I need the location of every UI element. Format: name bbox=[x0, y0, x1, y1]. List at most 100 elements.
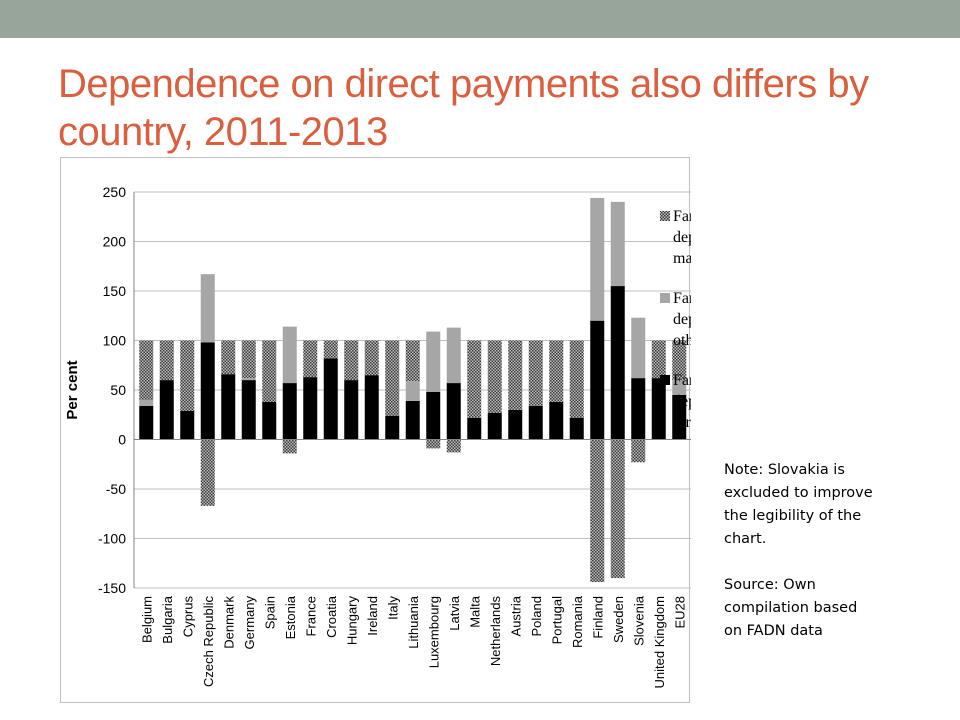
bar-direct-aids bbox=[590, 320, 605, 440]
bar-direct-aids bbox=[569, 417, 584, 440]
x-category-label: Czech Republic bbox=[201, 596, 216, 688]
x-category-label: Austria bbox=[508, 595, 523, 636]
legend-label-line: Farm income bbox=[673, 290, 691, 307]
bar-market-factors bbox=[282, 439, 297, 454]
x-category-label: Portugal bbox=[549, 596, 564, 645]
bar-market-factors bbox=[323, 340, 338, 359]
top-band bbox=[0, 0, 960, 38]
bar-market-factors bbox=[180, 340, 195, 411]
bar-market-factors bbox=[139, 340, 154, 400]
y-axis-title: Per cent bbox=[64, 360, 81, 419]
legend-label-line: depending on bbox=[673, 393, 691, 410]
bar-market-factors bbox=[200, 439, 215, 506]
bar-market-factors bbox=[549, 340, 564, 402]
bar-market-factors bbox=[651, 340, 666, 379]
bar-other-subsidies bbox=[631, 317, 646, 379]
bar-direct-aids bbox=[651, 378, 666, 440]
x-category-label: EU28 bbox=[672, 596, 687, 629]
x-category-label: Croatia bbox=[324, 595, 339, 638]
y-tick-label: 200 bbox=[103, 234, 127, 250]
bar-direct-aids bbox=[426, 391, 441, 440]
bar-market-factors bbox=[610, 439, 625, 579]
bar-direct-aids bbox=[508, 409, 523, 440]
bar-market-factors bbox=[426, 439, 441, 449]
bar-direct-aids bbox=[282, 383, 297, 440]
bar-direct-aids bbox=[241, 380, 256, 440]
bar-other-subsidies bbox=[241, 378, 256, 381]
bar-market-factors bbox=[631, 439, 646, 463]
x-category-label: Poland bbox=[529, 596, 544, 636]
bar-other-subsidies bbox=[200, 274, 215, 343]
x-category-label: Latvia bbox=[447, 595, 462, 630]
bar-market-factors bbox=[528, 340, 543, 406]
bar-market-factors bbox=[467, 340, 482, 418]
bar-other-subsidies bbox=[426, 331, 441, 392]
bar-market-factors bbox=[590, 439, 605, 583]
bar-other-subsidies bbox=[139, 399, 154, 406]
bar-direct-aids bbox=[405, 400, 420, 440]
bar-market-factors bbox=[508, 340, 523, 410]
note-text: Note: Slovakia is excluded to improve th… bbox=[724, 462, 873, 547]
side-notes: Note: Slovakia is excluded to improve th… bbox=[724, 459, 874, 666]
bar-direct-aids bbox=[610, 286, 625, 440]
chart-frame: 250 200 150 100 50 0 -50 -100 -150 Per cent Belgiu… bbox=[60, 157, 691, 703]
bar-market-factors bbox=[385, 340, 400, 416]
x-category-label: Malta bbox=[467, 595, 482, 628]
bar-market-factors bbox=[159, 340, 174, 381]
bar-direct-aids bbox=[446, 383, 461, 440]
x-category-label: Netherlands bbox=[488, 596, 503, 667]
bar-other-subsidies bbox=[446, 327, 461, 384]
bar-direct-aids bbox=[672, 394, 687, 440]
x-category-label: Estonia bbox=[283, 595, 298, 639]
x-category-label: Romania bbox=[570, 595, 585, 648]
x-category-label: Germany bbox=[242, 596, 257, 650]
bar-direct-aids bbox=[364, 375, 379, 440]
x-category-label: Bulgaria bbox=[160, 595, 175, 643]
bar-direct-aids bbox=[631, 378, 646, 440]
y-tick-label: 250 bbox=[103, 184, 127, 200]
bar-market-factors bbox=[405, 340, 420, 382]
x-category-label: Spain bbox=[262, 596, 277, 629]
bar-direct-aids bbox=[139, 405, 154, 440]
x-category-label: Cyprus bbox=[180, 596, 195, 638]
bar-other-subsidies bbox=[672, 380, 687, 395]
bar-direct-aids bbox=[262, 401, 277, 440]
bar-other-subsidies bbox=[610, 201, 625, 287]
legend-label-line: other subsidies bbox=[673, 332, 691, 349]
legend-swatch bbox=[660, 211, 670, 221]
y-tick-label: -50 bbox=[106, 481, 126, 497]
bar-direct-aids bbox=[159, 380, 174, 440]
x-category-label: United Kingdom bbox=[652, 596, 667, 689]
slide-title: Dependence on direct payments also diffe… bbox=[58, 60, 938, 156]
bar-market-factors bbox=[241, 340, 256, 379]
bar-direct-aids bbox=[303, 377, 318, 440]
slide-title-line-2: country, 2011-2013 bbox=[58, 110, 388, 154]
bar-market-factors bbox=[672, 340, 687, 381]
legend-label-line: direct aids bbox=[673, 414, 691, 431]
x-category-label: Hungary bbox=[344, 596, 359, 646]
bar-market-factors bbox=[262, 340, 277, 402]
bar-market-factors bbox=[364, 340, 379, 376]
slide-title-line-1: Dependence on direct payments also diffe… bbox=[58, 62, 869, 106]
bar-direct-aids bbox=[344, 380, 359, 440]
bar-other-subsidies bbox=[590, 197, 605, 321]
legend-item: Farm income depending on direct aids bbox=[660, 372, 691, 431]
bar-direct-aids bbox=[180, 410, 195, 440]
y-tick-label: 150 bbox=[103, 283, 127, 299]
x-category-label: Belgium bbox=[139, 596, 154, 643]
bar-direct-aids bbox=[200, 342, 215, 440]
y-tick-label: 100 bbox=[103, 333, 127, 349]
legend-label-line: Farm income bbox=[673, 372, 691, 389]
x-category-label: Ireland bbox=[365, 596, 380, 636]
x-category-label: France bbox=[303, 596, 318, 636]
legend-label-line: depending on bbox=[673, 311, 691, 328]
bar-direct-aids bbox=[528, 405, 543, 440]
y-tick-label: 0 bbox=[118, 432, 126, 448]
bar-other-subsidies bbox=[282, 326, 297, 384]
legend-label-line: depending on bbox=[673, 229, 691, 246]
y-tick-label: 50 bbox=[110, 382, 126, 398]
legend-item: Farm income depending on market factors bbox=[660, 208, 691, 267]
legend-swatch bbox=[660, 375, 670, 385]
x-category-label: Finland bbox=[590, 596, 605, 639]
x-category-label: Slovenia bbox=[631, 595, 646, 646]
